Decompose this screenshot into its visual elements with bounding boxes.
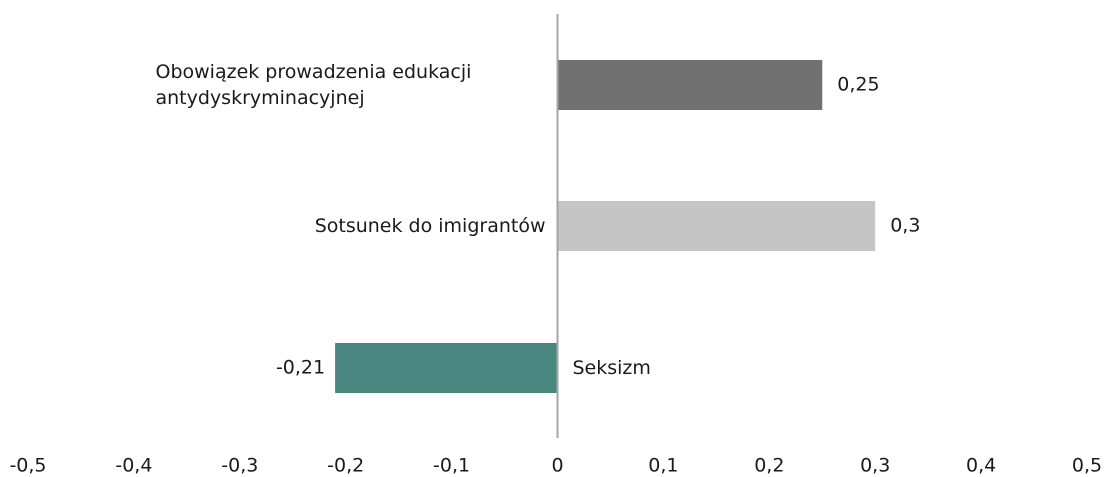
value-label: 0,25 (837, 74, 879, 96)
x-tick-label: -0,2 (327, 455, 364, 477)
category-label: Obowiązek prowadzenia edukacji antydyskr… (155, 61, 472, 109)
x-tick-label: -0,5 (9, 455, 46, 477)
x-tick-label: 0,3 (860, 455, 890, 477)
x-tick-label: -0,3 (221, 455, 258, 477)
bar (557, 201, 876, 251)
category-label: Sotsunek do imigrantów (314, 215, 546, 237)
x-tick-label: 0 (551, 455, 563, 477)
x-tick-label: -0,1 (433, 455, 470, 477)
x-tick-label: 0,5 (1072, 455, 1102, 477)
x-tick-label: 0,4 (966, 455, 996, 477)
x-tick-label: 0,1 (648, 455, 678, 477)
value-label: 0,3 (890, 215, 920, 237)
value-label: -0,21 (276, 357, 325, 379)
x-tick-label: -0,4 (115, 455, 152, 477)
bar (335, 343, 558, 393)
bar (557, 60, 823, 110)
x-tick-label: 0,2 (754, 455, 784, 477)
category-label: Seksizm (572, 357, 651, 379)
